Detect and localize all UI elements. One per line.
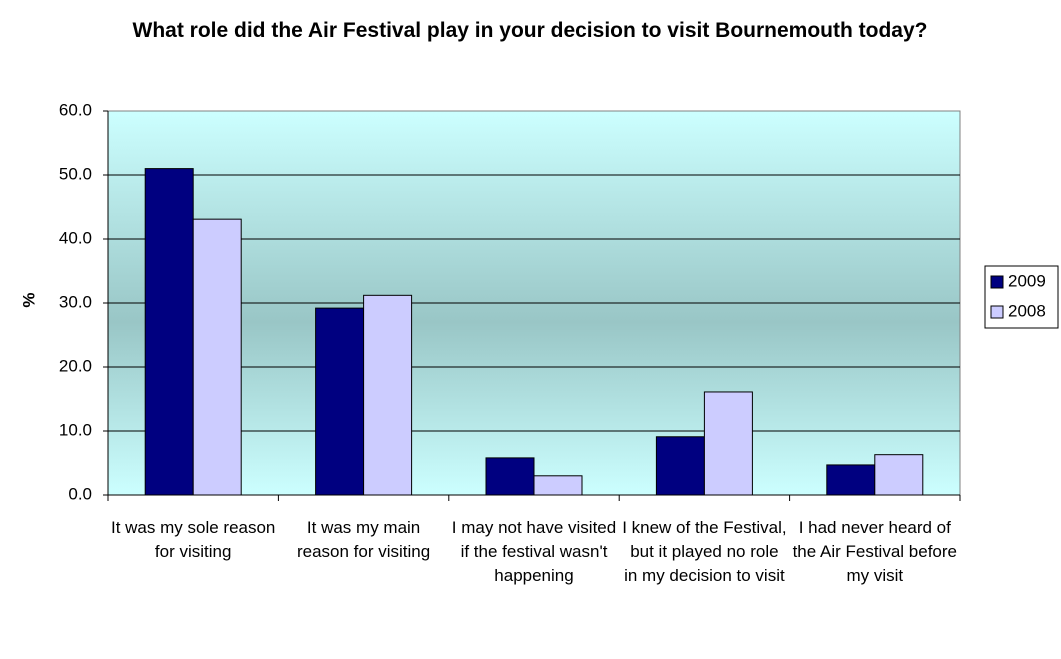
legend-label: 2008 [1008,301,1046,320]
legend-label: 2009 [1008,271,1046,290]
bar [533,475,583,496]
x-tick-label: It was my sole reason for visiting [110,518,276,561]
bar [485,457,535,496]
x-tick-label: I may not have visited if the festival w… [451,518,617,585]
bar [655,436,705,496]
legend-swatch [990,305,1004,319]
x-tick-label: It was my main reason for visiting [296,518,431,561]
y-tick-label: 30.0 [59,292,92,311]
chart-title: What role did the Air Festival play in y… [132,19,928,42]
x-tick-label: I knew of the Festival, but it played no… [622,518,787,585]
bar [874,454,924,496]
bar [826,464,876,496]
y-tick-label: 40.0 [59,228,92,247]
y-tick-label: 10.0 [59,420,92,439]
y-tick-label: 50.0 [59,164,92,183]
legend-swatch [990,275,1004,289]
bar [144,168,194,496]
bar [192,218,242,496]
y-tick-label: 60.0 [59,100,92,119]
bar [703,391,753,496]
x-tick-label: I had never heard of the Air Festival be… [792,518,957,585]
bar [315,307,365,496]
y-tick-label: 0.0 [68,484,92,503]
y-axis-label: % [19,292,38,307]
bar [363,294,413,496]
y-tick-label: 20.0 [59,356,92,375]
